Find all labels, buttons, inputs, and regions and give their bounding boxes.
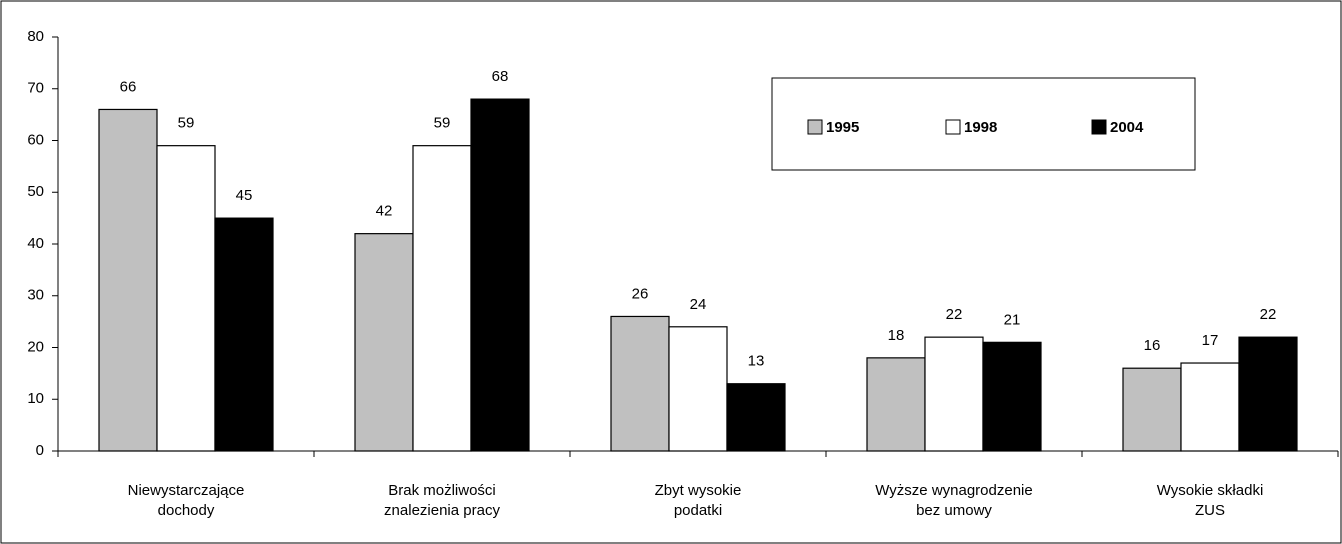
value-label: 21 <box>1004 311 1021 328</box>
bar <box>866 357 926 452</box>
legend-label: 1998 <box>964 119 997 136</box>
x-tick-label: Wysokie składki <box>1157 482 1264 499</box>
x-tick-label: Niewystarczające <box>128 482 245 499</box>
y-tick-label: 60 <box>27 131 44 148</box>
x-tick-label: znalezienia pracy <box>384 502 500 519</box>
x-tick-label: Wyższe wynagrodzenie <box>875 482 1032 499</box>
legend-swatch <box>807 119 823 135</box>
value-label: 66 <box>120 78 137 95</box>
bar <box>924 336 984 452</box>
value-label: 22 <box>946 306 963 323</box>
y-tick-label: 40 <box>27 235 44 252</box>
value-label: 68 <box>492 68 509 85</box>
value-label: 59 <box>178 115 195 132</box>
legend-label: 2004 <box>1110 119 1144 136</box>
x-tick-label: Zbyt wysokie <box>655 482 742 499</box>
bar <box>726 383 786 452</box>
x-tick-label: ZUS <box>1195 502 1225 519</box>
bar <box>156 145 216 452</box>
x-tick-label: Brak możliwości <box>388 482 496 499</box>
x-tick-label: bez umowy <box>916 502 992 519</box>
value-label: 13 <box>748 353 765 370</box>
y-tick-label: 20 <box>27 338 44 355</box>
y-tick-label: 70 <box>27 80 44 97</box>
y-tick-label: 0 <box>36 442 44 459</box>
bar <box>668 326 728 452</box>
bar <box>982 341 1042 452</box>
bar <box>354 233 414 452</box>
y-tick-label: 30 <box>27 287 44 304</box>
y-tick-label: 10 <box>27 390 44 407</box>
legend-swatch <box>945 119 961 135</box>
bar <box>214 217 274 452</box>
bar <box>610 315 670 452</box>
y-tick-label: 80 <box>27 28 44 45</box>
bar <box>470 98 530 452</box>
bar <box>1122 367 1182 452</box>
value-label: 18 <box>888 327 905 344</box>
value-label: 42 <box>376 203 393 220</box>
value-label: 16 <box>1144 337 1161 354</box>
x-tick-label: dochody <box>158 502 215 519</box>
value-label: 22 <box>1260 306 1277 323</box>
legend-box <box>771 77 1196 171</box>
legend-label: 1995 <box>826 119 859 136</box>
bar <box>1238 336 1298 452</box>
y-tick-label: 50 <box>27 183 44 200</box>
value-label: 26 <box>632 285 649 302</box>
value-label: 17 <box>1202 332 1219 349</box>
bar <box>98 108 158 452</box>
value-label: 24 <box>690 296 707 313</box>
legend-swatch <box>1091 119 1107 135</box>
bar <box>412 145 472 452</box>
x-tick-label: podatki <box>674 502 722 519</box>
bar <box>1180 362 1240 452</box>
value-label: 59 <box>434 115 451 132</box>
value-label: 45 <box>236 187 253 204</box>
